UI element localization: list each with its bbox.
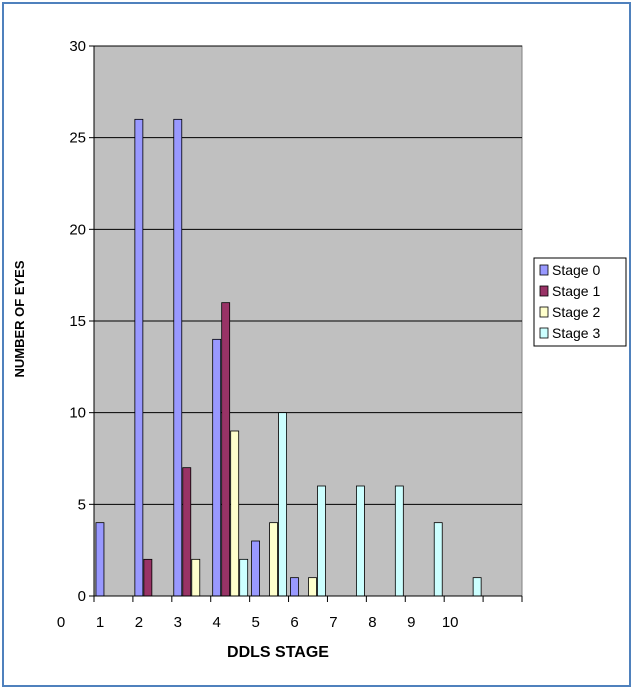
bar-stage-1 xyxy=(182,467,192,597)
bar-stage-0 xyxy=(212,338,222,597)
y-tick-label: 5 xyxy=(78,496,86,513)
legend: Stage 0 Stage 1 Stage 2 Stage 3 xyxy=(533,257,627,347)
bar-stage-3 xyxy=(239,558,249,597)
gridlines xyxy=(89,45,522,597)
bar-stage-2 xyxy=(191,558,201,597)
legend-label: Stage 2 xyxy=(552,304,600,320)
x-tick-label: 7 xyxy=(329,614,337,631)
y-tick-label: 25 xyxy=(69,130,86,147)
x-tick-label: 0 xyxy=(57,614,65,631)
x-tick-label: 4 xyxy=(213,614,221,631)
bar-stage-2 xyxy=(308,577,317,597)
y-tick-label: 30 xyxy=(69,38,86,55)
y-axis-label: NUMBER OF EYES xyxy=(12,260,27,377)
bar-stage-1 xyxy=(221,302,231,597)
x-tick-label: 3 xyxy=(174,614,182,631)
legend-box xyxy=(533,257,627,347)
x-tick-label: 8 xyxy=(368,614,376,631)
y-tick-label: 0 xyxy=(78,588,86,605)
y-tick-label: 20 xyxy=(69,221,86,238)
bar-stage-3 xyxy=(278,412,287,597)
x-tick-label: 2 xyxy=(135,614,143,631)
bar-stage-0 xyxy=(134,118,144,597)
legend-swatch xyxy=(539,327,549,339)
legend-label: Stage 1 xyxy=(552,283,600,299)
legend-label: Stage 0 xyxy=(552,262,600,278)
x-tick-label: 9 xyxy=(407,614,415,631)
legend-label: Stage 3 xyxy=(552,325,600,341)
bar-stage-0 xyxy=(95,522,105,597)
legend-swatch xyxy=(539,306,549,318)
bar-stage-2 xyxy=(230,430,240,597)
x-tick-label: 5 xyxy=(251,614,259,631)
legend-swatch xyxy=(539,285,549,297)
bar-stage-3 xyxy=(394,485,404,597)
x-tick-labels: 0 1 2 3 4 5 6 7 8 9 10 xyxy=(57,614,459,631)
x-tick-label: 1 xyxy=(96,614,104,631)
y-tick-label: 10 xyxy=(69,405,86,422)
y-tick-labels: 0 5 10 15 20 25 30 xyxy=(69,38,86,605)
bar-stage-3 xyxy=(433,522,443,597)
bar-stage-3 xyxy=(317,485,326,597)
bar-stage-0 xyxy=(290,577,299,597)
bar-stage-1 xyxy=(143,558,153,597)
axes xyxy=(93,46,523,602)
y-tick-label: 15 xyxy=(69,313,86,330)
x-tick-label: 10 xyxy=(442,614,459,631)
bar-stage-3 xyxy=(472,577,482,597)
bar-stage-3 xyxy=(356,485,365,597)
legend-swatch xyxy=(539,264,549,276)
bar-stage-2 xyxy=(269,522,278,597)
x-axis-label: DDLS STAGE xyxy=(227,644,329,661)
x-tick-label: 6 xyxy=(290,614,298,631)
bar-stage-0 xyxy=(251,540,260,597)
bar-stage-0 xyxy=(173,118,183,597)
